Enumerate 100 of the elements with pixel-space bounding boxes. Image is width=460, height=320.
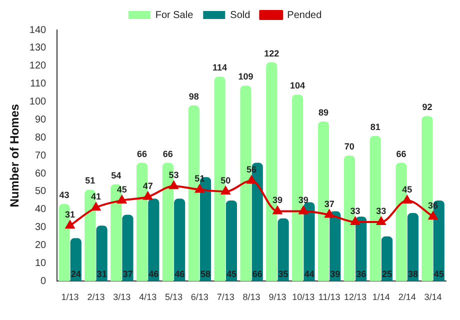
bar — [226, 200, 237, 282]
point — [350, 216, 360, 225]
bar — [407, 213, 418, 282]
data-label: 122 — [264, 48, 280, 58]
data-label: 37 — [324, 198, 334, 209]
data-label: 25 — [382, 269, 392, 280]
data-label: 47 — [142, 180, 153, 191]
data-label: 37 — [122, 269, 133, 280]
bar — [278, 218, 289, 282]
data-label: 66 — [136, 148, 148, 159]
data-label: 41 — [90, 192, 101, 202]
data-label: 33 — [376, 206, 386, 216]
data-label: 66 — [252, 269, 262, 280]
y-tick-label: 40 — [34, 204, 47, 216]
data-label: 45 — [226, 269, 236, 280]
point — [376, 216, 386, 225]
x-tick-label: 1/14 — [372, 292, 390, 302]
bar — [148, 198, 160, 282]
x-tick-label: 9/13 — [268, 292, 286, 302]
point — [247, 176, 256, 184]
data-label: 24 — [70, 269, 81, 280]
data-label: 50 — [220, 175, 231, 186]
x-tick-label: 7/13 — [216, 292, 234, 302]
data-label: 39 — [272, 195, 282, 206]
data-label: 44 — [304, 269, 314, 280]
y-tick-label: 70 — [34, 150, 47, 162]
data-label: 98 — [188, 91, 199, 102]
data-label: 35 — [278, 269, 288, 280]
bar — [122, 214, 134, 282]
data-label: 66 — [162, 148, 173, 159]
x-tick-label: 3/13 — [113, 292, 131, 302]
point — [66, 220, 75, 229]
bar — [96, 226, 108, 282]
x-tick-label: 2/14 — [398, 292, 416, 302]
y-tick-label: 140 — [29, 24, 47, 36]
point — [143, 192, 152, 200]
data-label: 39 — [330, 269, 340, 280]
data-label: 43 — [59, 190, 70, 200]
data-label: 92 — [422, 102, 432, 112]
point — [169, 181, 178, 190]
data-label: 114 — [212, 62, 228, 73]
x-tick-label: 3/14 — [424, 292, 442, 302]
point — [324, 210, 334, 218]
y-axis-title: Number of Homes — [8, 104, 22, 208]
y-tick-label: 100 — [29, 96, 47, 108]
legend-label: Pended — [287, 10, 322, 21]
bar — [70, 238, 82, 282]
point — [298, 206, 308, 214]
y-tick-label: 50 — [34, 186, 47, 198]
y-tick-label: 60 — [34, 168, 47, 180]
x-tick-label: 1/13 — [61, 292, 79, 302]
data-label: 89 — [318, 107, 328, 118]
point — [221, 186, 230, 194]
y-tick-label: 10 — [34, 258, 47, 270]
x-tick-label: 2/13 — [87, 292, 105, 302]
data-label: 54 — [111, 170, 122, 180]
y-tick-label: 30 — [34, 222, 47, 234]
data-label: 31 — [96, 269, 107, 280]
data-label: 38 — [408, 269, 418, 280]
data-label: 46 — [148, 269, 159, 280]
y-tick-label: 110 — [30, 78, 47, 90]
y-tick-label: 90 — [34, 114, 47, 126]
data-label: 58 — [200, 269, 211, 280]
data-label: 51 — [85, 176, 96, 186]
bar — [174, 198, 186, 282]
x-tick-label: 6/13 — [190, 292, 208, 302]
data-label: 33 — [350, 206, 360, 216]
y-tick-label: 130 — [29, 42, 47, 54]
x-tick-label: 12/13 — [344, 292, 367, 302]
y-tick-label: 0 — [40, 276, 47, 287]
legend-label: For Sale — [155, 10, 194, 21]
data-label: 45 — [116, 184, 127, 194]
point — [117, 195, 126, 204]
data-label: 53 — [168, 170, 179, 180]
data-label: 81 — [370, 122, 380, 132]
y-tick-label: 80 — [34, 132, 47, 144]
point — [273, 206, 282, 214]
x-tick-label: 5/13 — [164, 292, 183, 302]
x-tick-label: 10/13 — [292, 292, 315, 302]
x-tick-label: 4/13 — [139, 292, 157, 302]
legend-label: Sold — [230, 10, 250, 21]
data-label: 45 — [402, 184, 412, 194]
data-label: 109 — [238, 72, 254, 82]
data-label: 46 — [174, 269, 185, 280]
data-label: 51 — [194, 174, 205, 184]
y-tick-label: 20 — [34, 240, 47, 252]
data-label: 70 — [344, 142, 354, 152]
data-label: 66 — [396, 148, 406, 159]
y-tick-label: 120 — [29, 60, 47, 72]
bar — [304, 202, 315, 282]
data-label: 36 — [356, 269, 366, 280]
data-label: 31 — [65, 210, 76, 220]
point — [428, 212, 438, 220]
x-tick-label: 8/13 — [242, 292, 260, 302]
data-label: 104 — [290, 80, 306, 91]
point — [402, 195, 412, 204]
point — [92, 202, 100, 211]
data-label: 45 — [434, 269, 444, 280]
data-label: 39 — [298, 195, 308, 206]
point — [195, 184, 204, 193]
